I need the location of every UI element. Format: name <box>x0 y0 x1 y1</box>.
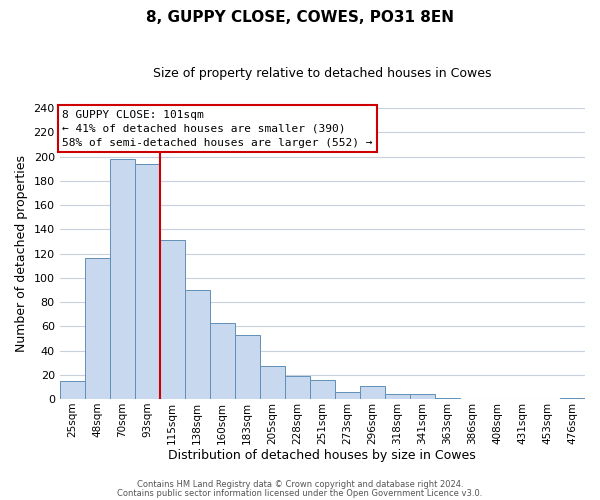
Text: Contains HM Land Registry data © Crown copyright and database right 2024.: Contains HM Land Registry data © Crown c… <box>137 480 463 489</box>
Text: 8 GUPPY CLOSE: 101sqm
← 41% of detached houses are smaller (390)
58% of semi-det: 8 GUPPY CLOSE: 101sqm ← 41% of detached … <box>62 110 373 148</box>
Text: 8, GUPPY CLOSE, COWES, PO31 8EN: 8, GUPPY CLOSE, COWES, PO31 8EN <box>146 10 454 25</box>
Bar <box>385 394 410 399</box>
Bar <box>85 258 110 399</box>
Text: Contains public sector information licensed under the Open Government Licence v3: Contains public sector information licen… <box>118 488 482 498</box>
Bar <box>435 398 460 399</box>
Bar <box>59 381 85 399</box>
Bar <box>110 159 135 399</box>
Bar <box>560 398 585 399</box>
Bar <box>310 380 335 399</box>
Bar <box>185 290 210 399</box>
Bar <box>360 386 385 399</box>
Title: Size of property relative to detached houses in Cowes: Size of property relative to detached ho… <box>153 68 491 80</box>
Bar <box>235 335 260 399</box>
Bar <box>285 376 310 399</box>
Bar <box>335 392 360 399</box>
X-axis label: Distribution of detached houses by size in Cowes: Distribution of detached houses by size … <box>169 450 476 462</box>
Bar <box>135 164 160 399</box>
Bar <box>210 322 235 399</box>
Bar <box>160 240 185 399</box>
Bar <box>410 394 435 399</box>
Y-axis label: Number of detached properties: Number of detached properties <box>15 155 28 352</box>
Bar <box>260 366 285 399</box>
